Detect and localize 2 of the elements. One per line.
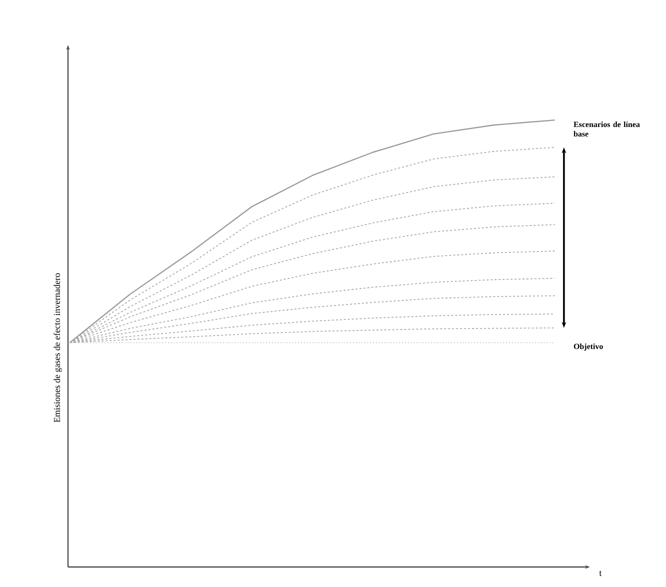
y-axis-title: Emisiones de gases de efecto invernadero <box>54 273 62 422</box>
x-axis-title: t <box>599 570 602 576</box>
